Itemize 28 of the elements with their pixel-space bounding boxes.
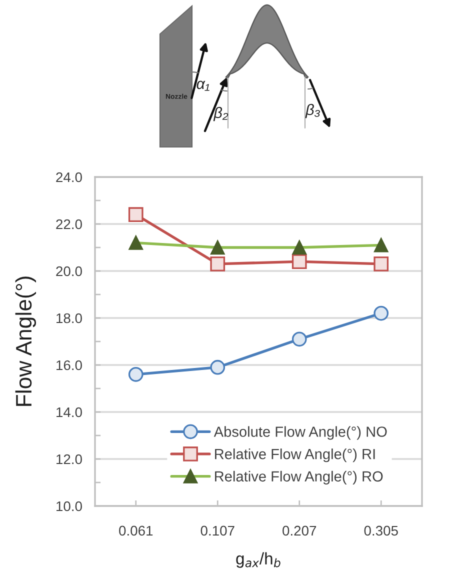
y-tick-label: 10.0: [56, 501, 82, 512]
y-tick-label: 22.0: [56, 219, 82, 230]
y-tick-label: 24.0: [56, 172, 82, 182]
x-tick-label: 0.305: [364, 526, 398, 536]
text: α₁: [196, 80, 210, 91]
point: [128, 207, 144, 222]
point: [292, 254, 307, 270]
y-tick-label: 20.0: [56, 266, 82, 276]
text: β₂: [213, 106, 228, 122]
y-tick-label: 18.0: [56, 313, 82, 324]
legend-label: Absolute Flow Angle(°) NO: [214, 426, 387, 440]
y-axis-title: Flow Angle(°): [15, 276, 36, 406]
y-tick-label: 16.0: [56, 360, 82, 370]
x-tick-label: 0.207: [282, 526, 316, 536]
y-tick-label: 14.0: [56, 407, 82, 418]
point: [374, 256, 389, 272]
point: [210, 256, 226, 272]
y-tick-label: 12.0: [56, 454, 82, 464]
point: [210, 360, 226, 375]
legend-label: Relative Flow Angle(°) RI: [215, 448, 375, 462]
x-tick-label: 0.061: [119, 526, 153, 536]
point: [374, 306, 389, 321]
point: [128, 366, 144, 382]
point: [292, 332, 307, 347]
x-tick-label: 0.107: [200, 526, 234, 536]
text: β₃: [305, 104, 320, 118]
legend-label: Relative Flow Angle(°) RO: [215, 470, 383, 484]
x-axis-title: g$_{ax}$/h$_{b}$: [236, 552, 280, 568]
